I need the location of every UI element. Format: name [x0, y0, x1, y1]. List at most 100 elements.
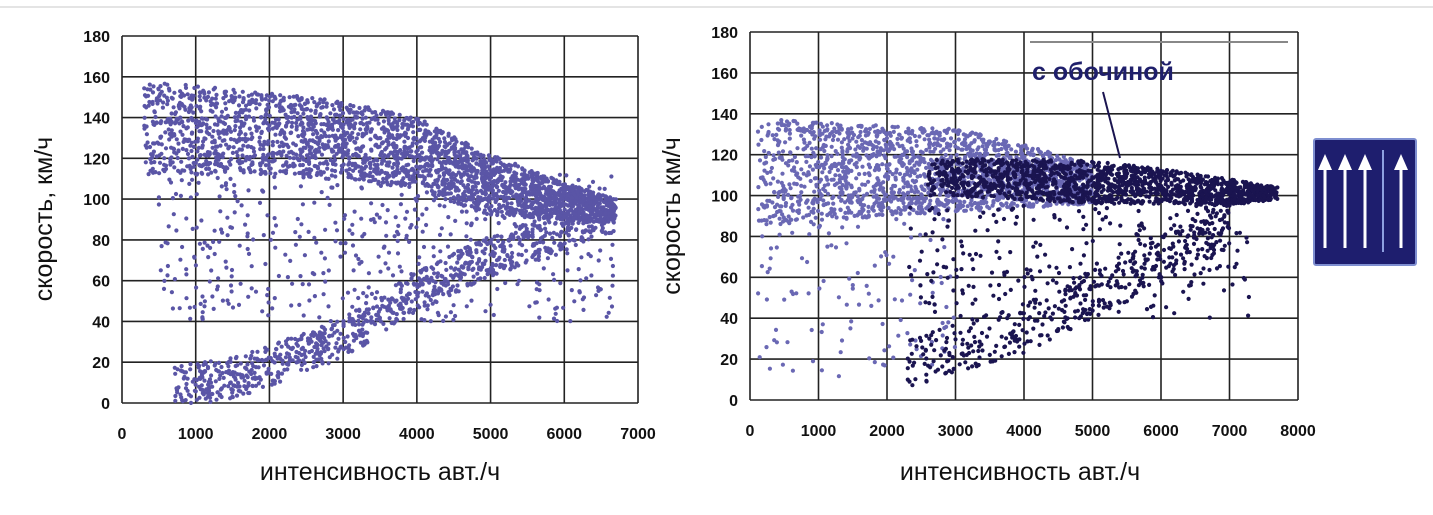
data-point	[330, 127, 335, 132]
data-point	[395, 238, 400, 244]
data-point	[395, 251, 401, 256]
data-point	[295, 338, 300, 343]
data-point	[270, 139, 275, 145]
data-point	[199, 170, 204, 175]
data-point	[265, 102, 270, 107]
data-point	[189, 131, 194, 136]
data-point	[204, 129, 209, 134]
data-point	[217, 194, 222, 199]
data-point	[249, 286, 254, 291]
data-point	[472, 168, 477, 173]
data-point	[509, 201, 514, 206]
data-point	[188, 362, 193, 367]
data-point	[218, 387, 223, 392]
data-point	[391, 174, 396, 179]
data-point	[350, 222, 355, 227]
data-point	[146, 172, 151, 177]
data-point	[267, 98, 272, 103]
data-point	[914, 139, 919, 144]
data-point	[294, 120, 299, 126]
data-point	[341, 319, 346, 324]
data-point	[369, 201, 374, 206]
data-point	[560, 202, 566, 207]
data-point	[319, 105, 324, 110]
data-point	[232, 190, 237, 195]
data-point	[814, 146, 819, 151]
data-point	[963, 133, 968, 138]
data-point	[390, 165, 395, 170]
data-point	[952, 140, 957, 145]
data-point	[346, 148, 351, 153]
data-point	[237, 138, 242, 143]
data-point	[897, 171, 903, 176]
data-point	[153, 170, 158, 175]
data-point	[960, 147, 965, 152]
data-point	[351, 168, 356, 173]
data-point	[392, 120, 397, 125]
data-point	[212, 151, 217, 156]
data-point	[234, 354, 239, 360]
data-point	[831, 201, 836, 206]
data-point	[310, 127, 315, 132]
data-point	[224, 187, 229, 192]
data-point	[598, 210, 603, 215]
data-point	[228, 283, 234, 288]
data-point	[571, 216, 576, 221]
data-point	[345, 334, 350, 339]
data-point	[491, 192, 496, 197]
data-point	[317, 149, 322, 154]
data-point	[439, 161, 444, 166]
data-point	[583, 220, 588, 225]
data-point	[249, 367, 254, 373]
data-point	[1028, 152, 1033, 157]
data-point	[465, 156, 470, 161]
data-point	[448, 199, 453, 204]
data-point	[211, 239, 216, 244]
data-point	[361, 160, 366, 165]
data-point	[424, 291, 429, 296]
data-point	[244, 155, 249, 160]
data-point	[795, 146, 800, 151]
data-point	[172, 365, 177, 370]
data-point	[260, 188, 265, 193]
data-point	[263, 358, 268, 363]
data-point	[199, 123, 204, 128]
data-point	[302, 253, 307, 258]
data-point	[142, 93, 148, 98]
data-point	[229, 267, 235, 273]
data-point	[512, 170, 517, 175]
data-point	[173, 393, 178, 399]
data-point	[143, 143, 148, 148]
data-point	[532, 189, 537, 194]
data-point	[401, 181, 406, 186]
data-point	[524, 200, 529, 205]
data-point	[191, 110, 196, 115]
data-point	[234, 393, 240, 398]
data-point	[384, 163, 389, 168]
data-point	[350, 243, 356, 248]
data-point	[479, 159, 484, 164]
data-point	[215, 287, 220, 292]
data-point	[339, 344, 344, 349]
data-point	[593, 212, 598, 217]
data-point	[208, 108, 213, 113]
data-point	[324, 115, 329, 120]
data-point	[820, 170, 825, 175]
data-point	[191, 144, 196, 149]
data-point	[320, 361, 325, 366]
data-point	[490, 180, 496, 185]
data-point	[210, 134, 215, 139]
data-point	[842, 137, 847, 142]
data-point	[262, 142, 267, 147]
data-point	[584, 202, 589, 207]
data-point	[301, 125, 306, 130]
data-point	[586, 237, 591, 242]
data-point	[366, 105, 371, 110]
data-point	[433, 299, 438, 304]
data-point	[340, 137, 346, 142]
data-point	[943, 152, 948, 158]
data-point	[169, 290, 174, 295]
data-point	[272, 381, 277, 386]
data-point	[161, 100, 166, 105]
data-point	[244, 373, 249, 378]
